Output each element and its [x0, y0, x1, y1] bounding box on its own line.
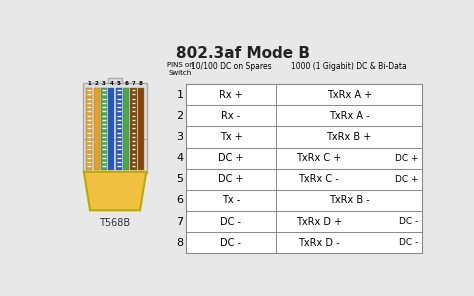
Bar [108, 88, 114, 170]
Text: Tx -: Tx - [222, 195, 240, 205]
Text: 6: 6 [124, 81, 128, 86]
Bar [101, 88, 107, 170]
Text: 5: 5 [117, 81, 121, 86]
Text: TxRx B -: TxRx B - [329, 195, 369, 205]
Text: 8: 8 [177, 238, 184, 248]
Bar [186, 84, 422, 253]
Text: 7: 7 [131, 81, 136, 86]
Text: 6: 6 [177, 195, 183, 205]
Text: PINS on
Switch: PINS on Switch [167, 62, 193, 76]
Text: Rx -: Rx - [221, 111, 240, 121]
Bar [123, 88, 129, 170]
Text: DC +: DC + [218, 153, 244, 163]
Text: Tx +: Tx + [219, 132, 242, 142]
Bar [83, 83, 147, 173]
Text: DC +: DC + [394, 154, 418, 163]
Text: T568B: T568B [100, 218, 131, 228]
Text: 5: 5 [177, 174, 183, 184]
Text: TxRx A +: TxRx A + [327, 90, 372, 100]
Text: 1: 1 [177, 90, 183, 100]
Text: 7: 7 [177, 217, 184, 227]
Bar [138, 88, 144, 170]
Text: DC +: DC + [394, 175, 418, 184]
Text: TxRx D -: TxRx D - [298, 238, 340, 248]
Text: 4: 4 [109, 81, 113, 86]
Text: Rx +: Rx + [219, 90, 243, 100]
Text: 2: 2 [95, 81, 99, 86]
Text: DC -: DC - [220, 238, 241, 248]
Bar [116, 88, 122, 170]
Bar [86, 88, 92, 170]
Text: 3: 3 [177, 132, 183, 142]
Text: DC -: DC - [399, 238, 418, 247]
Text: 1: 1 [87, 81, 91, 86]
Text: 4: 4 [177, 153, 184, 163]
Text: 2: 2 [177, 111, 184, 121]
Text: 3: 3 [102, 81, 106, 86]
Text: DC -: DC - [220, 217, 241, 227]
Text: 1000 (1 Gigabit) DC & Bi-Data: 1000 (1 Gigabit) DC & Bi-Data [291, 62, 407, 71]
Bar [108, 78, 122, 83]
Text: 802.3af Mode B: 802.3af Mode B [176, 46, 310, 60]
Text: 8: 8 [139, 81, 143, 86]
Text: TxRx C -: TxRx C - [299, 174, 339, 184]
Text: TxRx C +: TxRx C + [296, 153, 341, 163]
Text: DC +: DC + [218, 174, 244, 184]
Text: DC -: DC - [399, 217, 418, 226]
Text: TxRx D +: TxRx D + [296, 217, 342, 227]
Bar [130, 88, 137, 170]
Text: TxRx B +: TxRx B + [327, 132, 372, 142]
Bar [93, 88, 100, 170]
Polygon shape [84, 172, 146, 210]
Text: 10/100 DC on Spares: 10/100 DC on Spares [191, 62, 271, 71]
Text: TxRx A -: TxRx A - [329, 111, 369, 121]
